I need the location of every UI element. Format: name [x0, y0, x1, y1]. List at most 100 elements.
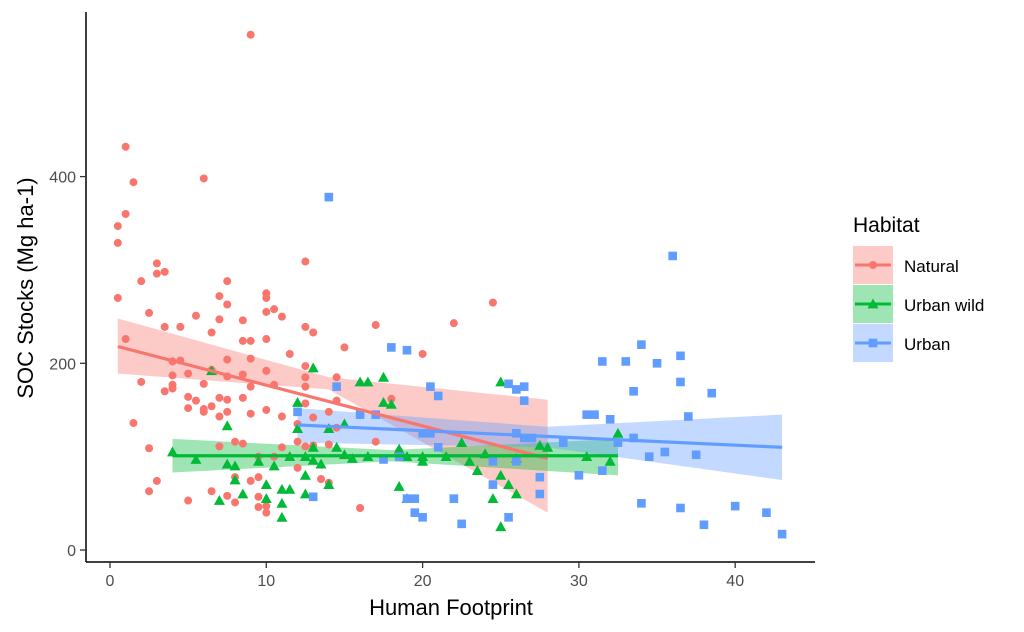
data-point-urban	[410, 508, 420, 517]
data-point-urban	[426, 382, 435, 391]
data-point-urban-wild	[229, 474, 241, 485]
data-point-natural	[129, 419, 138, 428]
data-point-urban	[402, 494, 412, 503]
data-point-natural	[262, 366, 271, 375]
x-tick-label: 30	[570, 573, 588, 590]
x-tick-label: 40	[726, 573, 744, 590]
data-point-natural	[199, 174, 208, 183]
data-point-natural	[121, 335, 130, 344]
data-point-urban	[488, 457, 498, 466]
data-point-natural	[145, 444, 154, 453]
trend-lines	[117, 344, 783, 461]
data-point-natural	[301, 322, 310, 331]
data-point-urban-wild	[221, 458, 233, 469]
data-point-natural	[317, 475, 326, 484]
data-point-urban-wild	[378, 371, 390, 382]
data-point-natural	[184, 392, 193, 401]
data-point-urban	[691, 450, 701, 460]
data-point-urban	[629, 387, 638, 396]
data-point-urban-wild	[534, 439, 546, 450]
data-point-urban	[355, 410, 365, 419]
data-point-urban-wild	[276, 483, 288, 494]
data-point-urban	[426, 429, 435, 438]
data-point-natural	[152, 269, 161, 278]
data-point-urban-wild	[292, 397, 304, 407]
data-point-natural	[262, 335, 271, 344]
data-point-natural	[254, 492, 263, 501]
data-point-natural	[137, 377, 146, 386]
data-point-urban-wild	[503, 479, 515, 490]
data-point-urban	[387, 343, 396, 352]
data-point-natural	[215, 442, 224, 451]
data-point-urban-wild	[385, 398, 397, 409]
data-point-urban-wild	[167, 446, 179, 457]
trend-line-natural	[117, 344, 549, 461]
data-point-natural	[215, 393, 224, 402]
data-point-urban-wild	[307, 362, 319, 373]
data-point-urban	[668, 251, 677, 261]
data-point-urban	[512, 385, 521, 394]
data-point-natural	[262, 508, 271, 517]
data-points	[113, 30, 787, 539]
data-point-urban-wild	[495, 376, 507, 387]
data-point-natural	[199, 379, 208, 388]
data-point-urban	[519, 433, 529, 443]
data-point-urban	[512, 429, 521, 438]
data-point-natural	[270, 305, 279, 314]
data-point-urban-wild	[284, 483, 296, 494]
data-point-urban	[418, 429, 427, 438]
data-point-urban	[613, 438, 623, 447]
data-point-natural	[215, 292, 224, 301]
data-point-natural	[238, 336, 247, 345]
data-point-natural	[262, 405, 271, 414]
data-point-urban-wild	[299, 469, 311, 480]
data-point-urban	[512, 457, 521, 466]
data-point-natural	[215, 412, 224, 421]
data-point-urban	[652, 359, 662, 368]
data-point-urban	[535, 489, 545, 499]
x-axis-label: Human Footprint	[369, 595, 533, 620]
data-point-natural	[262, 293, 271, 302]
data-point-natural	[121, 209, 130, 218]
legend-entry-urban-wild: Urban wild	[853, 285, 984, 323]
data-point-natural	[207, 328, 216, 337]
data-point-urban	[574, 471, 584, 480]
data-point-urban	[433, 443, 443, 452]
data-point-natural	[238, 439, 247, 448]
legend-label-urban: Urban	[904, 335, 950, 354]
data-point-urban-wild	[299, 488, 311, 499]
data-point-natural	[449, 319, 458, 328]
data-point-urban	[637, 499, 646, 508]
data-point-urban-wild	[378, 397, 390, 407]
data-point-urban	[324, 192, 334, 202]
data-point-urban-wild	[346, 453, 358, 463]
data-point-urban	[582, 410, 592, 419]
data-point-natural	[246, 476, 255, 485]
data-point-urban	[676, 377, 685, 387]
data-point-natural	[246, 30, 255, 39]
y-tick-label: 200	[49, 356, 76, 373]
data-point-urban	[598, 357, 607, 366]
data-point-urban-wild	[252, 455, 264, 466]
data-point-urban-wild	[354, 376, 366, 387]
data-point-natural	[199, 407, 208, 416]
data-point-urban	[637, 340, 646, 349]
legend-key-marker-urban-wild	[867, 298, 879, 309]
data-point-urban-wild	[260, 479, 272, 490]
data-point-urban-wild	[510, 488, 522, 499]
data-point-natural	[301, 373, 310, 382]
data-point-urban	[762, 508, 771, 517]
data-point-urban-wild	[604, 455, 616, 466]
data-point-natural	[168, 371, 177, 380]
data-point-urban	[293, 407, 302, 417]
data-point-urban-wild	[495, 521, 507, 532]
legend-entry-urban: Urban	[853, 324, 950, 362]
x-tick-label: 20	[414, 573, 432, 590]
data-point-natural	[184, 404, 193, 413]
data-point-urban	[644, 452, 654, 461]
data-point-natural	[176, 322, 185, 331]
data-point-natural	[246, 382, 255, 391]
data-point-natural	[340, 343, 349, 352]
